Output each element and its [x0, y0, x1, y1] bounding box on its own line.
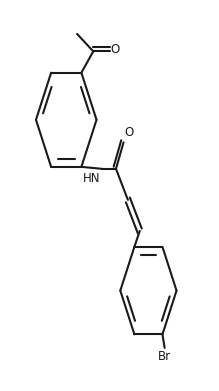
Text: O: O [111, 43, 120, 56]
Text: O: O [125, 126, 134, 139]
Text: HN: HN [83, 172, 101, 185]
Text: Br: Br [158, 350, 171, 363]
